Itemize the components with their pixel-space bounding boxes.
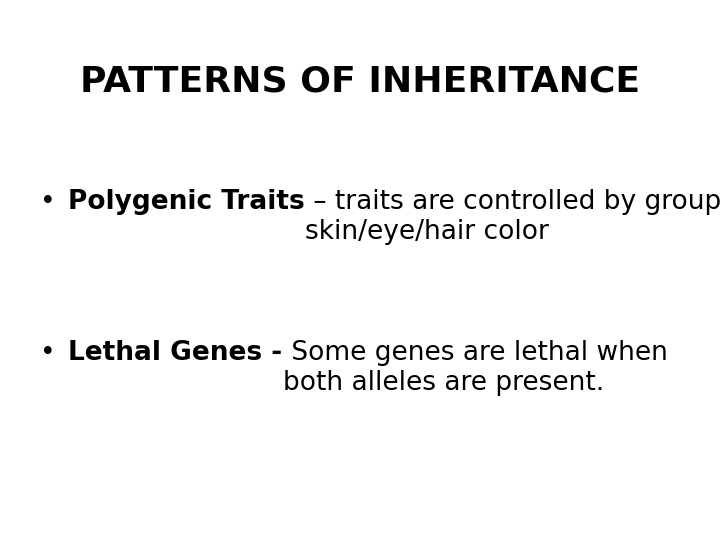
Text: Polygenic Traits: Polygenic Traits	[68, 189, 305, 215]
Text: Some genes are lethal when
both alleles are present.: Some genes are lethal when both alleles …	[282, 340, 667, 396]
Text: – traits are controlled by groups of several genes. Example:
skin/eye/hair color: – traits are controlled by groups of sev…	[305, 189, 720, 245]
Text: •: •	[40, 340, 55, 366]
Text: PATTERNS OF INHERITANCE: PATTERNS OF INHERITANCE	[80, 65, 640, 99]
Text: Lethal Genes -: Lethal Genes -	[68, 340, 282, 366]
Text: •: •	[40, 189, 55, 215]
